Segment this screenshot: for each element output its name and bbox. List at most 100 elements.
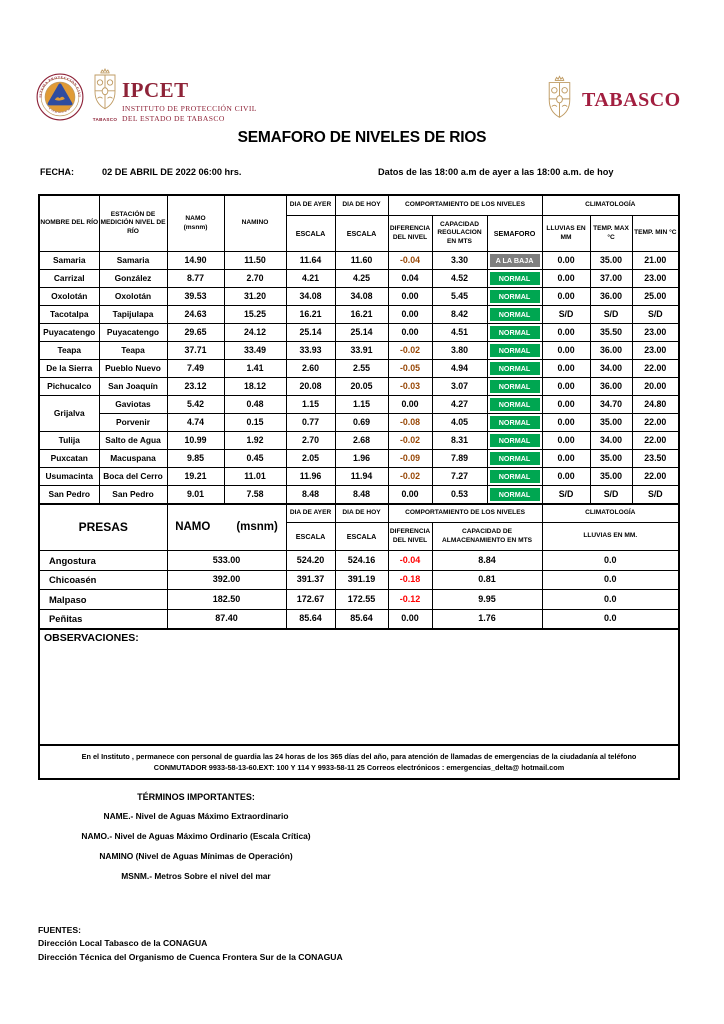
temp-max-value: 34.00 xyxy=(589,359,633,378)
fuente-1: Dirección Local Tabasco de la CONAGUA xyxy=(38,938,208,949)
observaciones-label: OBSERVACIONES: xyxy=(44,632,139,644)
escala-hoy-value: 33.91 xyxy=(334,341,389,360)
col-lluvias: LLUVIAS EN MM xyxy=(541,215,591,252)
river-row: Puxcatan Macuspana 9.85 0.45 2.05 1.96 -0.09 7.… xyxy=(38,449,680,468)
semaforo-badge: NORMAL xyxy=(489,488,540,501)
dam-name: Peñitas xyxy=(38,608,168,630)
dam-capacidad-value: 9.95 xyxy=(431,589,543,610)
semaforo-badge: NORMAL xyxy=(489,272,540,285)
semaforo-badge: NORMAL xyxy=(489,434,540,447)
namino-value: 24.12 xyxy=(223,323,287,342)
lluvias-value: 0.00 xyxy=(541,251,591,270)
ipcet-wordmark: IPCET INSTITUTO DE PROTECCIÓN CIVIL DEL … xyxy=(122,78,257,123)
escala-hoy-value: 1.15 xyxy=(334,395,389,414)
diferencia-value: 0.00 xyxy=(387,485,433,505)
lluvias-value: 0.00 xyxy=(541,413,591,432)
col-namino: NAMINO xyxy=(223,194,287,252)
escala-ayer-value: 33.93 xyxy=(285,341,336,360)
escala-ayer-value: 25.14 xyxy=(285,323,336,342)
page-title: SEMAFORO DE NIVELES DE RIOS xyxy=(237,129,487,146)
river-row: Porvenir 4.74 0.15 0.77 0.69 -0.08 4.05 NORMAL 0… xyxy=(39,413,680,432)
semaforo-badge: NORMAL xyxy=(489,380,540,393)
escala-hoy-value: 8.48 xyxy=(334,485,389,505)
dam-escala-hoy-value: 391.19 xyxy=(334,569,389,590)
dam-escala-ayer-value: 85.64 xyxy=(285,608,336,630)
escala-ayer-value: 20.08 xyxy=(285,377,336,396)
diferencia-value: -0.09 xyxy=(387,449,433,468)
diferencia-value: 0.04 xyxy=(387,269,433,288)
capacidad-value: 3.07 xyxy=(431,377,488,396)
temp-min-value: 25.00 xyxy=(631,287,680,306)
namino-value: 33.49 xyxy=(223,341,287,360)
fecha-value: 02 DE ABRIL DE 2022 06:00 hrs. xyxy=(102,167,242,177)
temp-min-value: S/D xyxy=(631,305,680,324)
escala-hoy-value: 11.94 xyxy=(334,467,389,486)
col-climatologia: CLIMATOLOGÍA xyxy=(541,194,680,216)
temp-max-value: 36.00 xyxy=(589,287,633,306)
namino-value: 1.41 xyxy=(223,359,287,378)
col-presas-dia-hoy: DIA DE HOY xyxy=(334,503,389,523)
temp-max-value: 36.00 xyxy=(589,377,633,396)
dam-row: Malpaso 182.50 172.67 172.55 -0.12 9.95 0.0 xyxy=(38,589,680,610)
col-semaforo: SEMAFORO xyxy=(486,215,543,252)
river-name: San Pedro xyxy=(38,485,100,505)
col-dia-ayer: DIA DE AYER xyxy=(285,194,336,216)
semaforo-cell: NORMAL xyxy=(486,485,543,505)
semaforo-cell: NORMAL xyxy=(486,395,543,414)
lluvias-value: 0.00 xyxy=(541,341,591,360)
temp-min-value: 23.00 xyxy=(631,269,680,288)
namino-value: 1.92 xyxy=(223,431,287,450)
station-name: Salto de Agua xyxy=(98,431,168,450)
escala-hoy-value: 2.68 xyxy=(334,431,389,450)
river-row: San Pedro San Pedro 9.01 7.58 8.48 8.48 0.00 0.… xyxy=(38,485,680,505)
escala-ayer-value: 1.15 xyxy=(285,395,336,414)
river-row: Grijalva Gaviotas 5.42 0.48 1.15 1.15 0.00 4.27… xyxy=(38,395,680,432)
term-namino: NAMINO (Nivel de Aguas Mínimas de Operac… xyxy=(99,851,293,861)
namino-value: 31.20 xyxy=(223,287,287,306)
col-namo: NAMO (msnm) xyxy=(166,194,225,252)
namo-value: 4.74 xyxy=(166,413,225,432)
diferencia-value: -0.02 xyxy=(387,341,433,360)
station-name: Boca del Cerro xyxy=(98,467,168,486)
escala-ayer-value: 2.70 xyxy=(285,431,336,450)
diferencia-value: 0.00 xyxy=(387,287,433,306)
col-estacion: ESTACIÓN DE MEDICIÓN NIVEL DE RÍO xyxy=(98,194,168,252)
semaforo-cell: NORMAL xyxy=(486,377,543,396)
dam-row: Chicoasén 392.00 391.37 391.19 -0.18 0.81 0.0 xyxy=(38,569,680,590)
crest-caption: TABASCO xyxy=(92,117,118,122)
term-msnm: MSNM.- Metros Sobre el nivel del mar xyxy=(121,871,271,881)
river-name: Grijalva xyxy=(38,395,100,432)
escala-ayer-value: 2.05 xyxy=(285,449,336,468)
tabasco-logo: TABASCO xyxy=(543,74,681,127)
dam-capacidad-value: 8.84 xyxy=(431,550,543,571)
col-dia-hoy: DIA DE HOY xyxy=(334,194,389,216)
temp-min-value: 23.00 xyxy=(631,323,680,342)
river-name: Teapa xyxy=(38,341,100,360)
semaforo-cell: NORMAL xyxy=(486,449,543,468)
river-row: Samaria Samaria 14.90 11.50 11.64 11.60 -0.04 3… xyxy=(38,251,680,270)
escala-ayer-value: 2.60 xyxy=(285,359,336,378)
escala-hoy-value: 25.14 xyxy=(334,323,389,342)
temp-min-value: 22.00 xyxy=(631,413,680,432)
guard-note-line1: En el Instituto , permanece con personal… xyxy=(81,751,637,761)
station-name: Gaviotas xyxy=(98,395,168,414)
namino-value: 7.58 xyxy=(223,485,287,505)
col-presas-lluvias: LLUVIAS EN MM. xyxy=(541,522,680,551)
semaforo-badge: NORMAL xyxy=(489,452,540,465)
col-presas-diferencia: DIFERENCIA DEL NIVEL xyxy=(387,522,433,551)
river-name: Usumacinta xyxy=(38,467,100,486)
dam-lluvias-value: 0.0 xyxy=(541,608,680,630)
station-name: Teapa xyxy=(98,341,168,360)
river-name: Puxcatan xyxy=(38,449,100,468)
temp-max-value: 34.00 xyxy=(589,431,633,450)
dam-escala-hoy-value: 85.64 xyxy=(334,608,389,630)
namo-value: 39.53 xyxy=(166,287,225,306)
semaforo-badge: NORMAL xyxy=(489,344,540,357)
temp-max-value: S/D xyxy=(589,305,633,324)
dam-name: Chicoasén xyxy=(38,569,168,590)
dam-escala-hoy-value: 172.55 xyxy=(334,589,389,610)
capacidad-value: 7.89 xyxy=(431,449,488,468)
station-name: Macuspana xyxy=(98,449,168,468)
river-name: Tacotalpa xyxy=(38,305,100,324)
dam-lluvias-value: 0.0 xyxy=(541,589,680,610)
